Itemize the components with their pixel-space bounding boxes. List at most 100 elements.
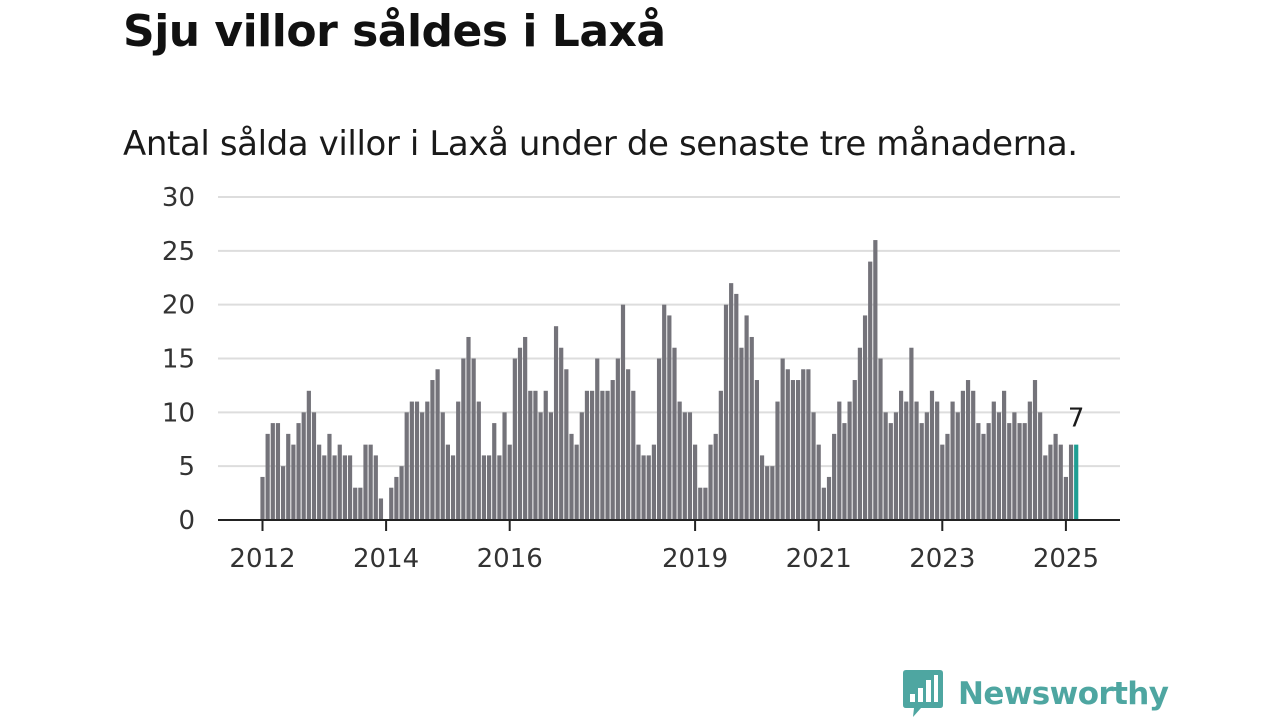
- bar: [363, 444, 368, 520]
- bar: [780, 358, 785, 520]
- bar: [265, 433, 270, 520]
- bar: [389, 487, 394, 520]
- bar: [723, 304, 729, 520]
- bar: [523, 336, 528, 520]
- bar: [698, 487, 703, 520]
- bar: [965, 380, 971, 520]
- bar: [677, 401, 682, 520]
- y-tick-label: 30: [162, 183, 195, 213]
- bar: [317, 444, 322, 520]
- bar: [682, 412, 687, 520]
- bar: [425, 401, 430, 520]
- bar: [595, 358, 600, 520]
- bar: [765, 466, 770, 520]
- bar: [651, 444, 656, 520]
- bar: [996, 412, 1002, 520]
- bar: [1043, 455, 1048, 520]
- bar: [971, 390, 976, 520]
- bar: [471, 358, 476, 520]
- bar: [626, 369, 631, 520]
- bar: [672, 347, 677, 520]
- bar: [832, 433, 837, 520]
- bar: [775, 401, 780, 520]
- bar: [1007, 423, 1012, 520]
- bar: [816, 444, 821, 520]
- bar: [713, 433, 718, 520]
- bar: [631, 390, 636, 520]
- bar: [693, 444, 698, 520]
- bar: [739, 347, 744, 520]
- y-tick-label: 25: [162, 237, 195, 267]
- bar: [286, 433, 291, 520]
- bar: [311, 412, 317, 520]
- bar: [564, 369, 569, 520]
- bar: [641, 455, 646, 520]
- bar: [703, 487, 708, 520]
- bar: [986, 423, 991, 520]
- bar: [569, 433, 574, 520]
- bar: [960, 390, 965, 520]
- bar: [754, 380, 759, 520]
- bar: [306, 390, 311, 520]
- brand-name: Newsworthy: [958, 676, 1169, 712]
- highlight-bar: [1074, 444, 1079, 520]
- bar: [342, 455, 347, 520]
- bar: [1058, 444, 1063, 520]
- bar: [620, 304, 626, 520]
- bar: [991, 401, 996, 520]
- bar: [1027, 401, 1032, 520]
- bar: [667, 315, 672, 520]
- bar: [497, 455, 502, 520]
- x-tick-label: 2019: [662, 544, 728, 574]
- bar: [1002, 390, 1007, 520]
- bar: [929, 390, 935, 520]
- bar: [445, 444, 450, 520]
- bar: [852, 380, 857, 520]
- bar: [260, 476, 265, 520]
- bar: [646, 455, 651, 520]
- x-tick-label: 2016: [477, 544, 543, 574]
- x-tick-label: 2023: [909, 544, 975, 574]
- bar: [888, 423, 893, 520]
- newsworthy-logo-icon: [903, 670, 943, 717]
- bar: [399, 466, 404, 520]
- bar: [1012, 412, 1017, 520]
- bar: [368, 444, 373, 520]
- bar: [327, 433, 332, 520]
- bar: [409, 401, 414, 520]
- bar: [744, 315, 749, 520]
- bar: [826, 476, 832, 520]
- bar: [1053, 433, 1058, 520]
- bar: [487, 455, 492, 520]
- bar: [296, 423, 301, 520]
- bar: [729, 283, 734, 520]
- bar: [492, 423, 497, 520]
- highlight-value-label: 7: [1068, 404, 1085, 434]
- bar: [605, 390, 610, 520]
- bar: [1017, 423, 1022, 520]
- bar: [759, 455, 765, 520]
- bar: [842, 423, 847, 520]
- bar: [734, 293, 739, 520]
- bar: [347, 455, 353, 520]
- bar: [909, 347, 914, 520]
- bar: [533, 390, 538, 520]
- bar: [687, 412, 693, 520]
- x-tick-label: 2025: [1033, 544, 1099, 574]
- bar: [662, 304, 667, 520]
- bar: [584, 390, 590, 520]
- bar: [785, 369, 790, 520]
- bar: [1068, 444, 1074, 520]
- bar: [837, 401, 842, 520]
- y-tick-label: 5: [178, 452, 195, 482]
- bar: [790, 380, 796, 520]
- bar: [466, 336, 471, 520]
- bar: [749, 336, 754, 520]
- bar: [517, 347, 523, 520]
- bar: [440, 412, 445, 520]
- bar: [1038, 412, 1043, 520]
- bar: [919, 423, 924, 520]
- bar: [935, 401, 940, 520]
- bar: [955, 412, 960, 520]
